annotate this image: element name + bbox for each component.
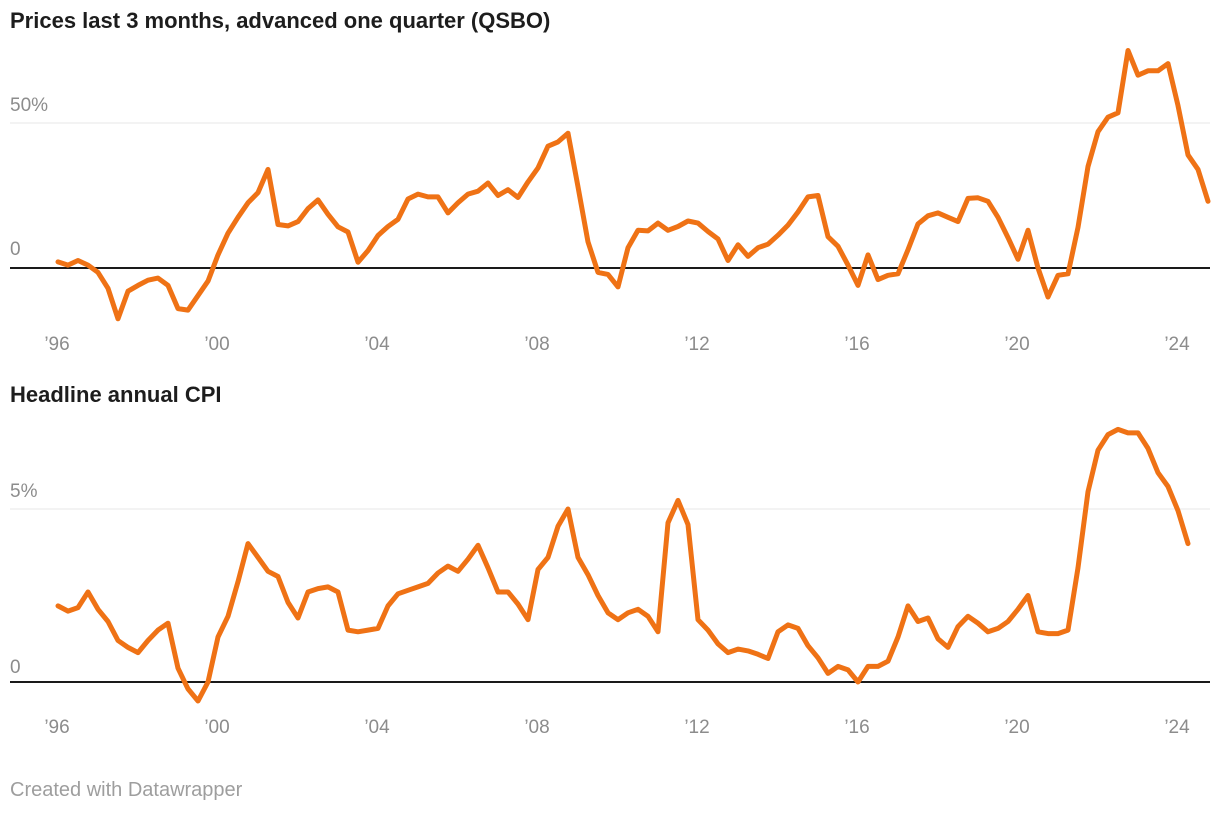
cpi-x-tick-label-2016: ’16 [844, 717, 869, 738]
qsbo-x-tick-label-2000: ’00 [204, 334, 229, 355]
cpi-chart-title: Headline annual CPI [10, 382, 222, 407]
qsbo-x-tick-label-2020: ’20 [1004, 334, 1029, 355]
qsbo-x-tick-label-2008: ’08 [524, 334, 549, 355]
cpi-x-tick-label-2012: ’12 [684, 717, 709, 738]
qsbo-y-gridline-label: 50% [10, 95, 48, 116]
qsbo-y-zero-label: 0 [10, 239, 21, 260]
qsbo-x-tick-label-2012: ’12 [684, 334, 709, 355]
cpi-line [55, 426, 1191, 704]
cpi-x-tick-label-2004: ’04 [364, 717, 390, 738]
qsbo-x-tick-label-2016: ’16 [844, 334, 869, 355]
cpi-x-tick-label-2024: ’24 [1164, 717, 1190, 738]
qsbo-chart-title: Prices last 3 months, advanced one quart… [10, 8, 551, 33]
qsbo-line [55, 48, 1211, 322]
qsbo-x-tick-label-1996: ’96 [44, 334, 69, 355]
qsbo-x-tick-label-2024: ’24 [1164, 334, 1190, 355]
cpi-x-tick-label-2020: ’20 [1004, 717, 1029, 738]
cpi-y-gridline-label: 5% [10, 481, 38, 502]
cpi-x-tick-label-2008: ’08 [524, 717, 549, 738]
cpi-x-tick-label-2000: ’00 [204, 717, 229, 738]
qsbo-x-tick-label-2004: ’04 [364, 334, 390, 355]
cpi-y-zero-label: 0 [10, 657, 21, 678]
cpi-x-tick-label-1996: ’96 [44, 717, 69, 738]
footer-credit: Created with Datawrapper [10, 779, 243, 801]
